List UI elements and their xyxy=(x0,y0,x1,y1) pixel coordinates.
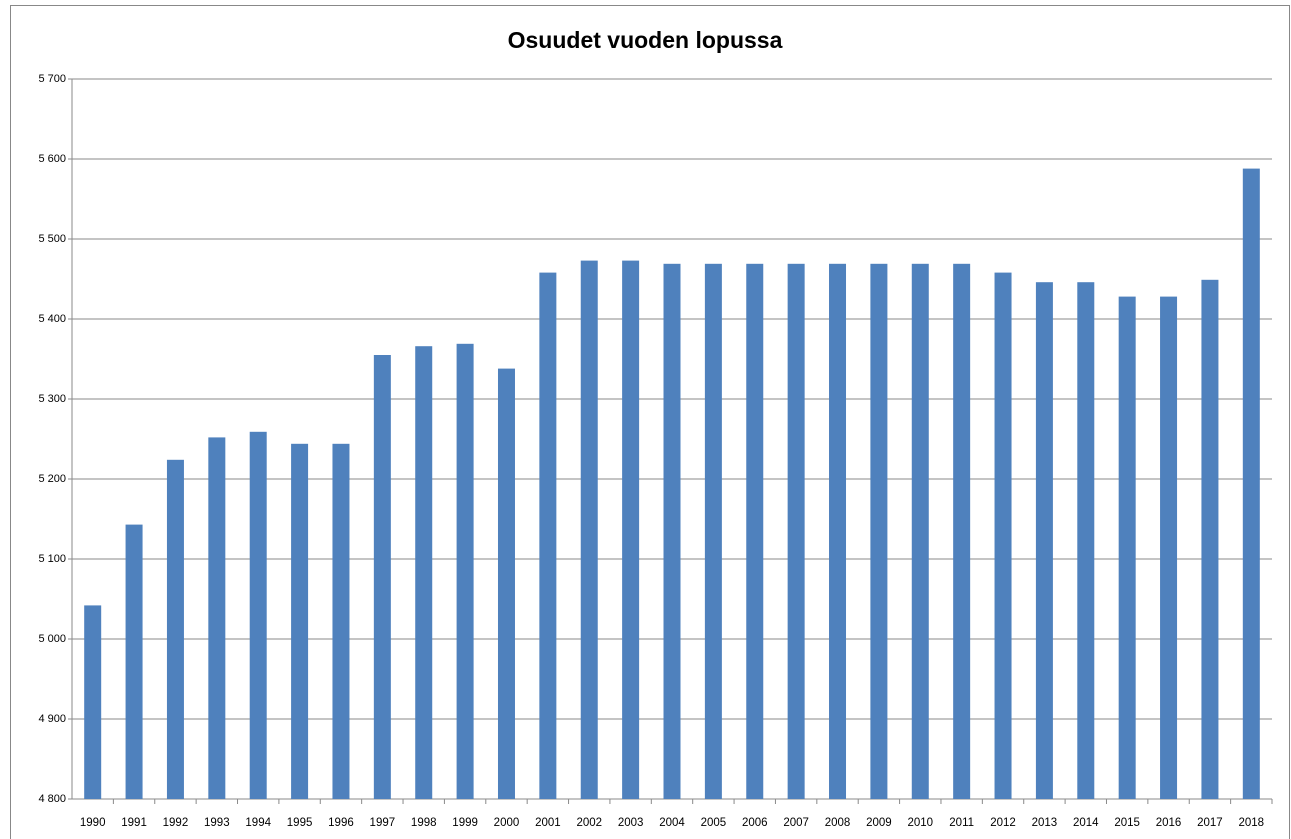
x-tick-label: 2017 xyxy=(1197,817,1223,829)
bar xyxy=(1077,282,1095,799)
x-tick-label: 1997 xyxy=(370,817,396,829)
bar xyxy=(291,443,309,799)
x-tick-label: 2005 xyxy=(701,817,727,829)
x-tick-label: 2000 xyxy=(494,817,520,829)
bar xyxy=(746,263,764,799)
x-tick-label: 2003 xyxy=(618,817,644,829)
y-tick-label: 5 300 xyxy=(38,393,66,405)
bar xyxy=(249,431,267,799)
bar xyxy=(208,437,226,799)
x-tick-label: 2007 xyxy=(783,817,809,829)
bar xyxy=(1160,296,1178,799)
x-tick-label: 1990 xyxy=(80,817,106,829)
x-tick-label: 1992 xyxy=(163,817,189,829)
x-tick-label: 1991 xyxy=(121,817,147,829)
bar xyxy=(125,524,143,799)
chart-title: Osuudet vuoden lopussa xyxy=(508,27,783,53)
bar xyxy=(704,263,722,799)
bar xyxy=(663,263,681,799)
bar xyxy=(166,459,184,799)
y-tick-label: 5 200 xyxy=(38,473,66,485)
x-tick-label: 2009 xyxy=(866,817,892,829)
y-tick-label: 4 900 xyxy=(38,713,66,725)
x-tick-label: 1998 xyxy=(411,817,437,829)
y-tick-label: 4 800 xyxy=(38,793,66,805)
bar xyxy=(1035,282,1053,799)
y-tick-label: 5 100 xyxy=(38,553,66,565)
bar xyxy=(373,355,391,799)
bar xyxy=(1242,168,1260,800)
x-tick-label: 2004 xyxy=(659,817,685,829)
x-tick-label: 2001 xyxy=(535,817,561,829)
x-tick-label: 2012 xyxy=(990,817,1016,829)
bar xyxy=(497,368,515,799)
bar xyxy=(1201,279,1219,799)
bar xyxy=(539,272,557,800)
y-tick-label: 5 600 xyxy=(38,153,66,165)
bar xyxy=(84,605,102,799)
x-tick-label: 1996 xyxy=(328,817,354,829)
bar xyxy=(332,443,350,799)
bar xyxy=(911,263,929,799)
x-tick-label: 2002 xyxy=(576,817,602,829)
bar xyxy=(829,263,847,799)
bar xyxy=(787,263,805,799)
x-tick-label: 1999 xyxy=(452,817,478,829)
bar xyxy=(994,272,1012,800)
bar xyxy=(456,343,474,799)
x-tick-label: 2008 xyxy=(825,817,851,829)
x-tick-label: 2006 xyxy=(742,817,768,829)
x-tick-label: 2010 xyxy=(907,817,933,829)
bar xyxy=(622,260,640,800)
x-tick-label: 2018 xyxy=(1239,817,1265,829)
x-tick-label: 1994 xyxy=(245,817,271,829)
bar xyxy=(415,346,433,799)
y-tick-label: 5 400 xyxy=(38,313,66,325)
x-tick-label: 2011 xyxy=(949,817,974,829)
bar xyxy=(953,263,971,799)
bar xyxy=(1118,296,1136,799)
chart-frame xyxy=(10,5,1290,839)
x-tick-label: 1995 xyxy=(287,817,313,829)
x-tick-label: 1993 xyxy=(204,817,230,829)
y-tick-label: 5 000 xyxy=(38,633,66,645)
y-tick-label: 5 700 xyxy=(38,73,66,85)
x-tick-label: 2013 xyxy=(1032,817,1058,829)
x-tick-label: 2015 xyxy=(1114,817,1140,829)
x-tick-label: 2016 xyxy=(1156,817,1182,829)
bar xyxy=(870,263,888,799)
bar xyxy=(580,260,598,800)
y-tick-label: 5 500 xyxy=(38,233,66,245)
x-tick-label: 2014 xyxy=(1073,817,1099,829)
